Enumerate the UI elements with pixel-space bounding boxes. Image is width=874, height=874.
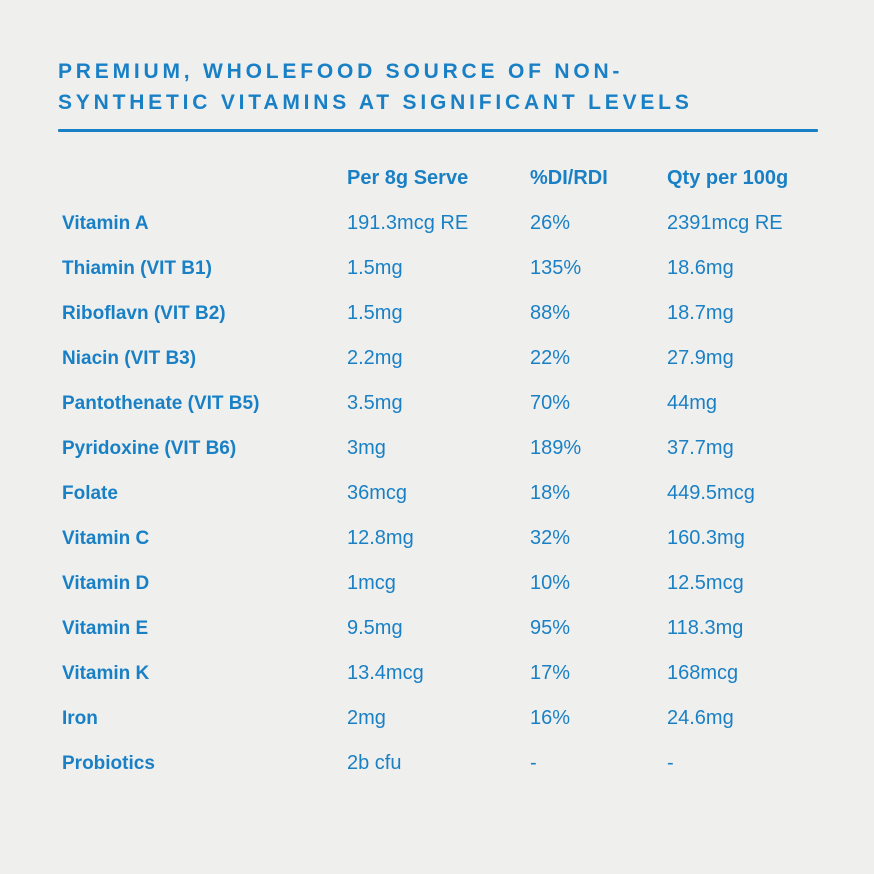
per-serve-value: 2mg [347,707,386,729]
column-header-qty-100g: Qty per 100g [667,167,789,189]
per-serve-value: 1mcg [347,572,396,594]
qty-100g-value: 27.9mg [667,347,734,369]
di-rdi-value: 10% [530,572,571,594]
title-line-2: SYNTHETIC VITAMINS AT SIGNIFICANT LEVELS [58,91,693,114]
di-rdi-value: 17% [530,662,571,684]
nutrient-label: Thiamin (VIT B1) [62,257,212,279]
per-serve-value: 191.3mcg RE [347,212,469,234]
di-rdi-value: 18% [530,482,571,504]
per-serve-value: 36mcg [347,482,408,504]
nutrient-label: Riboflavn (VIT B2) [62,302,226,324]
di-rdi-value: 26% [530,212,571,234]
di-rdi-value: 95% [530,617,571,639]
nutrient-label: Vitamin A [62,212,149,234]
di-rdi-value: 189% [530,437,582,459]
nutrient-label: Niacin (VIT B3) [62,347,197,369]
per-serve-value: 3mg [347,437,386,459]
per-serve-value: 2.2mg [347,347,403,369]
di-rdi-value: 135% [530,257,582,279]
qty-100g-value: - [667,752,674,774]
table-row: Vitamin A 191.3mcg RE 26% 2391mcg RE [58,201,818,246]
nutrient-label: Pyridoxine (VIT B6) [62,437,237,459]
di-rdi-value: 70% [530,392,571,414]
table-row: Vitamin K 13.4mcg 17% 168mcg [58,651,818,696]
table-row: Vitamin C 12.8mg 32% 160.3mg [58,516,818,561]
per-serve-value: 13.4mcg [347,662,424,684]
qty-100g-value: 37.7mg [667,437,734,459]
qty-100g-value: 12.5mcg [667,572,744,594]
table-row: Thiamin (VIT B1) 1.5mg 135% 18.6mg [58,246,818,291]
page-title: PREMIUM, WHOLEFOOD SOURCE OF NON- SYNTHE… [58,56,818,118]
nutrient-label: Folate [62,482,118,504]
qty-100g-value: 44mg [667,392,718,414]
qty-100g-value: 18.7mg [667,302,734,324]
di-rdi-value: - [530,752,537,774]
nutrient-label: Probiotics [62,752,155,774]
per-serve-value: 1.5mg [347,257,403,279]
qty-100g-value: 168mcg [667,662,739,684]
title-divider [58,129,818,132]
column-header-di-rdi: %DI/RDI [530,167,608,189]
title-line-1: PREMIUM, WHOLEFOOD SOURCE OF NON- [58,60,624,83]
table-row: Pyridoxine (VIT B6) 3mg 189% 37.7mg [58,426,818,471]
panel-content: PREMIUM, WHOLEFOOD SOURCE OF NON- SYNTHE… [58,56,818,786]
nutrient-label: Vitamin D [62,572,150,594]
nutrient-label: Vitamin C [62,527,150,549]
qty-100g-value: 24.6mg [667,707,734,729]
nutrition-table: Per 8g Serve %DI/RDI Qty per 100g Vitami… [58,156,818,786]
per-serve-value: 12.8mg [347,527,414,549]
table-row: Niacin (VIT B3) 2.2mg 22% 27.9mg [58,336,818,381]
qty-100g-value: 2391mcg RE [667,212,783,234]
table-row: Vitamin D 1mcg 10% 12.5mcg [58,561,818,606]
per-serve-value: 9.5mg [347,617,403,639]
table-row: Folate 36mcg 18% 449.5mcg [58,471,818,516]
table-header-row: Per 8g Serve %DI/RDI Qty per 100g [58,156,818,201]
table-row: Iron 2mg 16% 24.6mg [58,696,818,741]
table-row: Vitamin E 9.5mg 95% 118.3mg [58,606,818,651]
nutrient-label: Pantothenate (VIT B5) [62,392,260,414]
nutrient-label: Iron [62,707,98,729]
nutrient-label: Vitamin K [62,662,150,684]
qty-100g-value: 160.3mg [667,527,745,549]
di-rdi-value: 22% [530,347,571,369]
qty-100g-value: 449.5mcg [667,482,755,504]
table-row: Probiotics 2b cfu - - [58,741,818,786]
table-row: Pantothenate (VIT B5) 3.5mg 70% 44mg [58,381,818,426]
table-row: Riboflavn (VIT B2) 1.5mg 88% 18.7mg [58,291,818,336]
column-header-per-serve: Per 8g Serve [347,167,469,189]
di-rdi-value: 16% [530,707,571,729]
per-serve-value: 3.5mg [347,392,403,414]
per-serve-value: 1.5mg [347,302,403,324]
per-serve-value: 2b cfu [347,752,402,774]
qty-100g-value: 118.3mg [667,617,744,639]
di-rdi-value: 88% [530,302,571,324]
nutrient-label: Vitamin E [62,617,149,639]
qty-100g-value: 18.6mg [667,257,734,279]
di-rdi-value: 32% [530,527,571,549]
